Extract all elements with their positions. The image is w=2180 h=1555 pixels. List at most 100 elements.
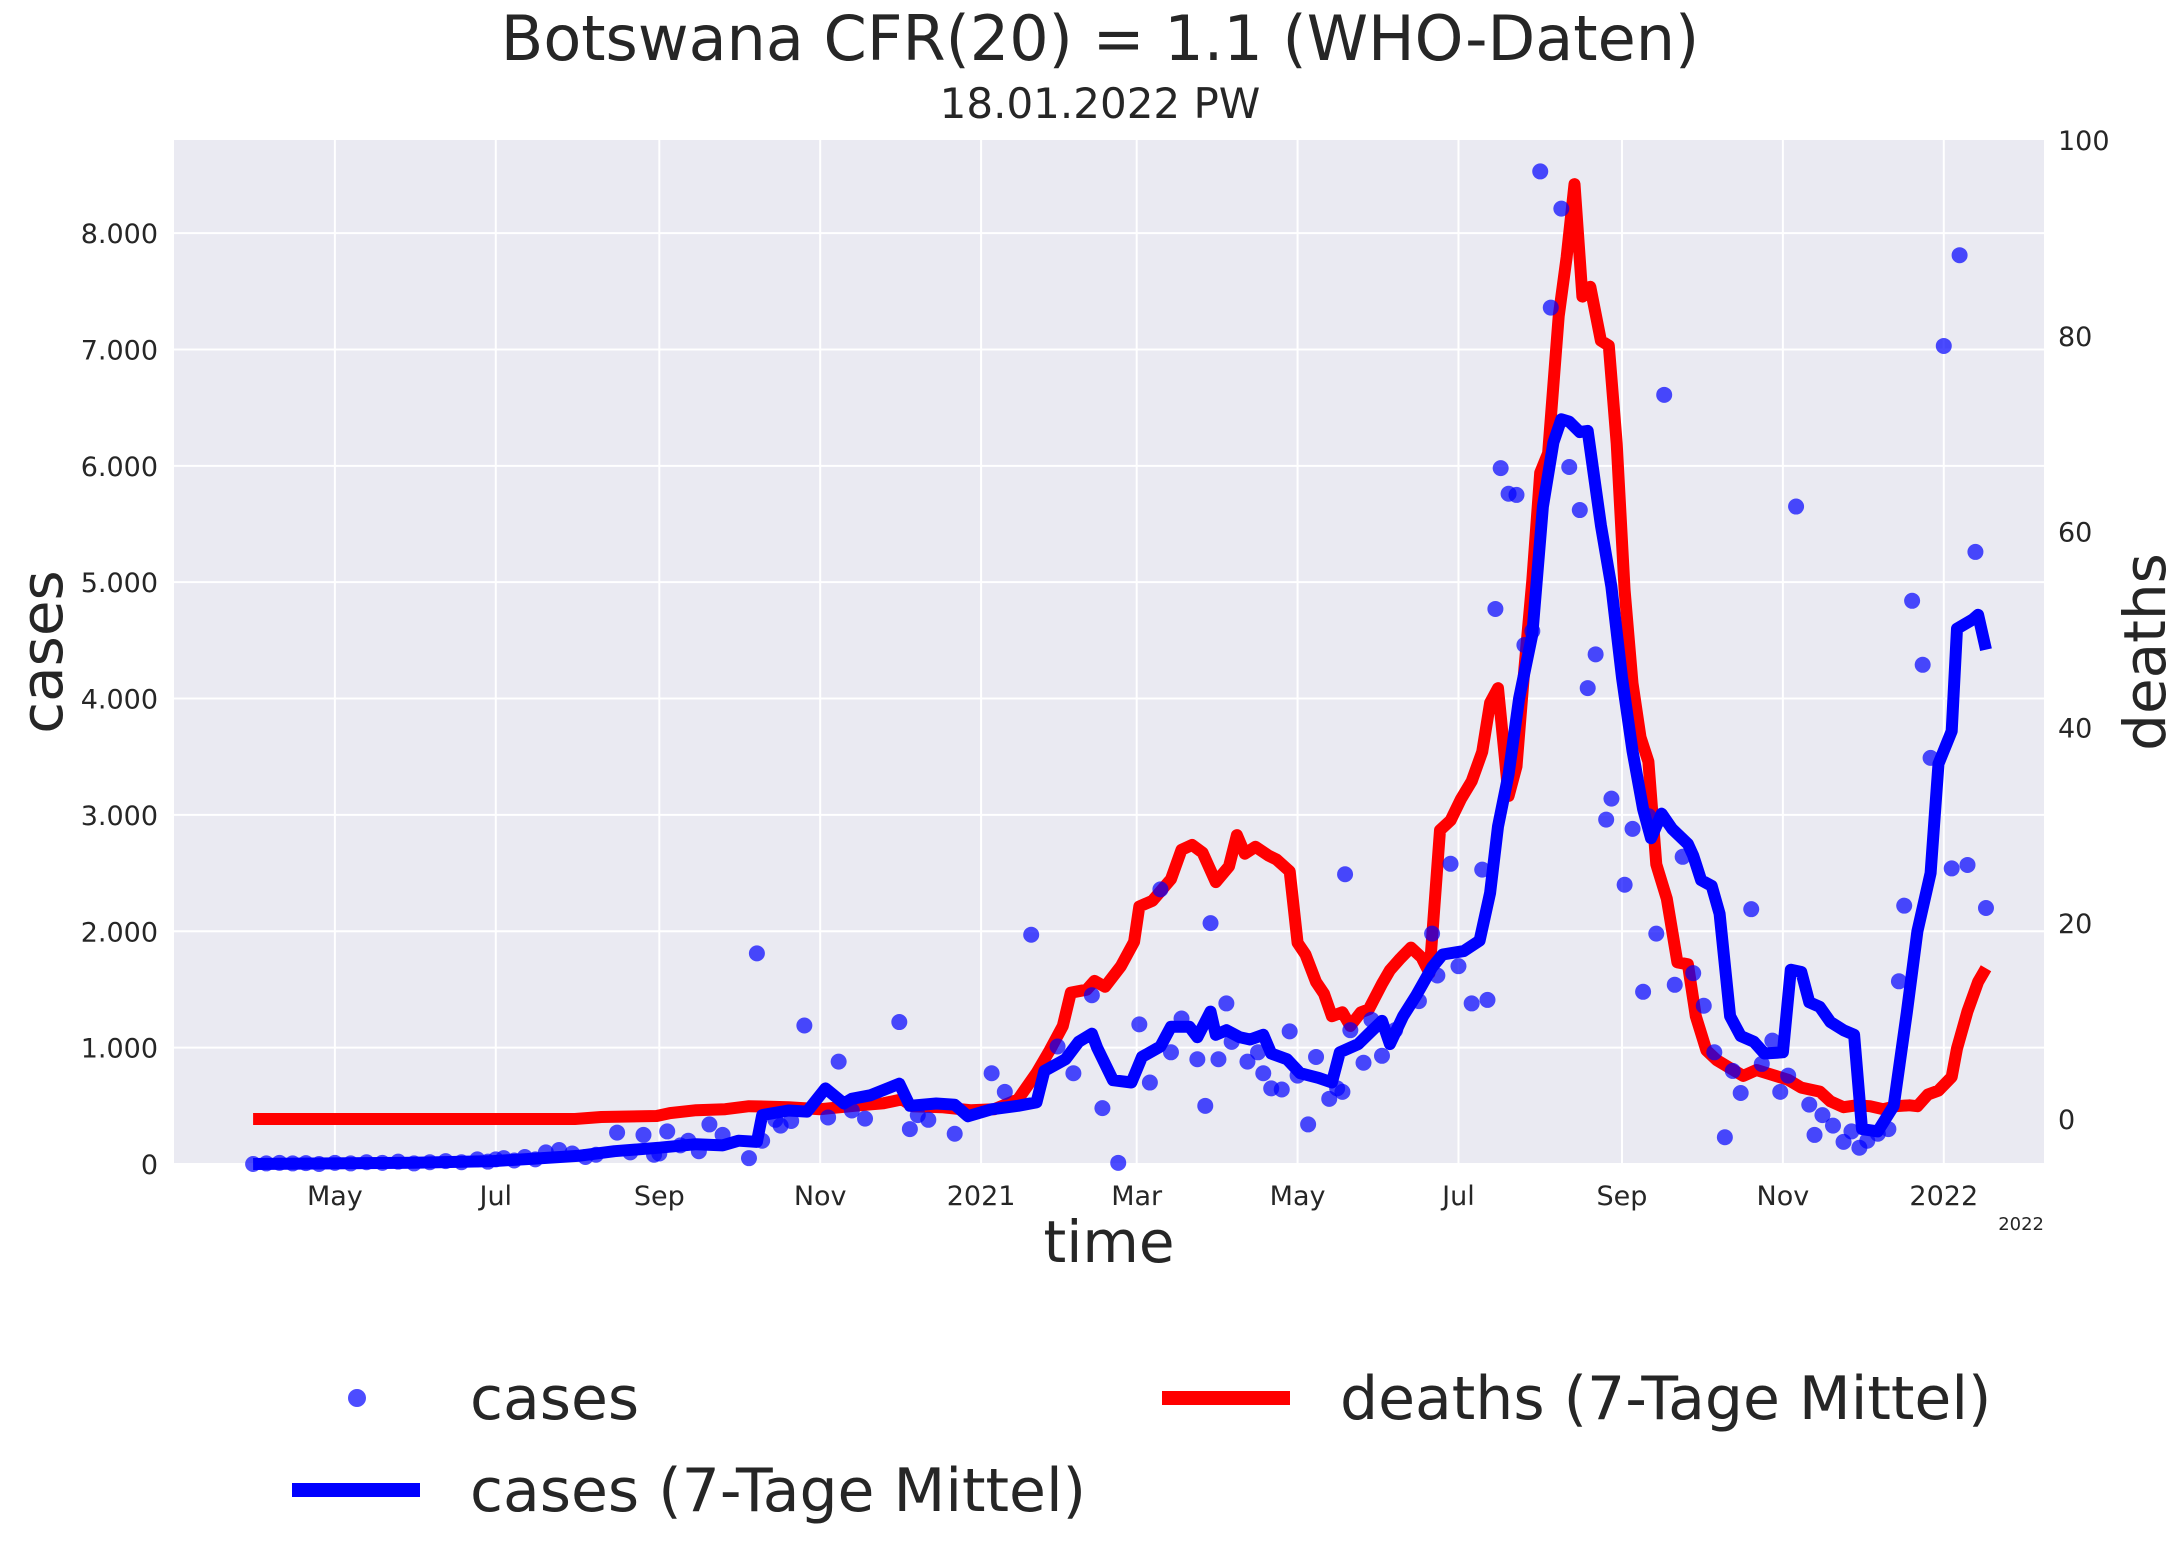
cases-point (1814, 1107, 1831, 1124)
cases-point (1131, 1016, 1148, 1033)
legend-cases-label: cases (470, 1364, 639, 1434)
cases-point (1764, 1032, 1781, 1049)
cases-point (1685, 965, 1702, 982)
cases-point (1806, 1126, 1823, 1143)
cases-point (1141, 1074, 1158, 1091)
x-tick-label: Nov (794, 1181, 847, 1212)
cases-point (1772, 1083, 1789, 1100)
cases-point (920, 1111, 937, 1128)
cases-point (714, 1126, 731, 1143)
x-offset-label: 2022 (1998, 1214, 2044, 1235)
cases-point (1603, 790, 1620, 807)
cases-point (891, 1014, 908, 1031)
cases-point (1951, 247, 1968, 264)
cases-point (1516, 637, 1533, 654)
cases-point (1429, 967, 1446, 984)
y-left-tick-label: 7.000 (81, 335, 158, 366)
y-right-tick-label: 0 (2058, 1105, 2075, 1136)
chart-subtitle: 18.01.2022 PW (940, 79, 1261, 128)
y-axis-left-label: cases (8, 570, 76, 734)
cases-point (1753, 1055, 1770, 1072)
cases-point (1197, 1097, 1214, 1114)
cases-point (271, 1154, 288, 1171)
cases-point (820, 1109, 837, 1126)
tick-labels: May Jul Sep Nov 2021 Mar May Jul Sep Nov 2022 0 1.00… (81, 126, 2110, 1212)
cases-point (796, 1017, 813, 1034)
cases-point (453, 1154, 470, 1171)
cases-point (680, 1132, 697, 1149)
cases-point (1250, 1044, 1267, 1061)
y-left-tick-label: 6.000 (81, 452, 158, 483)
y-right-tick-label: 100 (2058, 126, 2110, 157)
x-tick-label: Sep (1597, 1181, 1648, 1212)
cases-point (748, 945, 765, 962)
cases-point (1904, 592, 1921, 609)
cases-point (1780, 1067, 1797, 1084)
cases-point (830, 1053, 847, 1070)
cases-point (1561, 458, 1578, 475)
legend-deaths-avg-label: deaths (7-Tage Mittel) (1340, 1364, 1991, 1434)
cases-point (1218, 995, 1235, 1012)
cases-point (326, 1154, 343, 1171)
cases-point (1553, 200, 1570, 217)
cases-point (1410, 993, 1427, 1010)
cases-point (421, 1154, 438, 1171)
cases-point (1648, 925, 1665, 942)
legend-cases-avg-label: cases (7-Tage Mittel) (470, 1456, 1086, 1526)
cases-point (1083, 987, 1100, 1004)
cases-point (245, 1156, 262, 1172)
chart-title: Botswana CFR(20) = 1.1 (WHO-Daten) (501, 2, 1699, 75)
cases-point (946, 1125, 963, 1142)
cases-point (358, 1154, 375, 1171)
cases-point (1300, 1116, 1317, 1133)
cases-point (1598, 811, 1615, 828)
cases-point (1508, 486, 1525, 503)
cases-point (537, 1144, 554, 1161)
cases-point (564, 1145, 581, 1162)
cases-point (1463, 995, 1480, 1012)
cases-point (406, 1155, 423, 1172)
cases-point (1255, 1065, 1272, 1082)
cases-point (1532, 163, 1549, 180)
cases-point (635, 1126, 652, 1143)
cases-point (1977, 900, 1994, 916)
y-left-tick-label: 5.000 (81, 568, 158, 599)
cases-point (1706, 1044, 1723, 1061)
cases-point (1065, 1065, 1082, 1082)
cases-point (1624, 820, 1641, 837)
cases-point (843, 1102, 860, 1119)
cases-point (1959, 856, 1976, 873)
cases-point (1922, 749, 1939, 766)
cases-point (1023, 926, 1040, 943)
x-axis-label: time (1043, 1208, 1174, 1276)
cases-point (437, 1153, 454, 1170)
y-right-tick-label: 80 (2058, 322, 2092, 353)
cases-point (1487, 600, 1504, 617)
cases-point (983, 1065, 1000, 1082)
cases-point (1094, 1100, 1111, 1117)
cases-point (1049, 1038, 1066, 1055)
cases-point (1424, 925, 1441, 942)
cases-point (1635, 983, 1652, 1000)
cases-point (1110, 1154, 1127, 1171)
cases-point (1935, 337, 1952, 354)
cases-point (1616, 876, 1633, 893)
y-left-tick-label: 0 (141, 1150, 158, 1181)
cases-point (1571, 502, 1588, 519)
x-tick-label: Jul (1440, 1181, 1475, 1212)
cases-point (1223, 1033, 1240, 1050)
y-right-tick-label: 20 (2058, 909, 2092, 940)
x-tick-label: 2021 (947, 1181, 1016, 1212)
legend-cases-marker (348, 1389, 366, 1407)
cases-point (1695, 997, 1712, 1014)
cases-point (1587, 646, 1604, 663)
cases-point (258, 1155, 275, 1172)
cases-point (1896, 897, 1913, 914)
cases-point (1716, 1129, 1733, 1146)
cases-point (1890, 973, 1907, 990)
cases-point (1579, 680, 1596, 697)
cases-point (1674, 848, 1691, 865)
cases-point (1474, 861, 1491, 878)
y-right-tick-label: 60 (2058, 518, 2092, 549)
cases-point (1334, 1083, 1351, 1100)
